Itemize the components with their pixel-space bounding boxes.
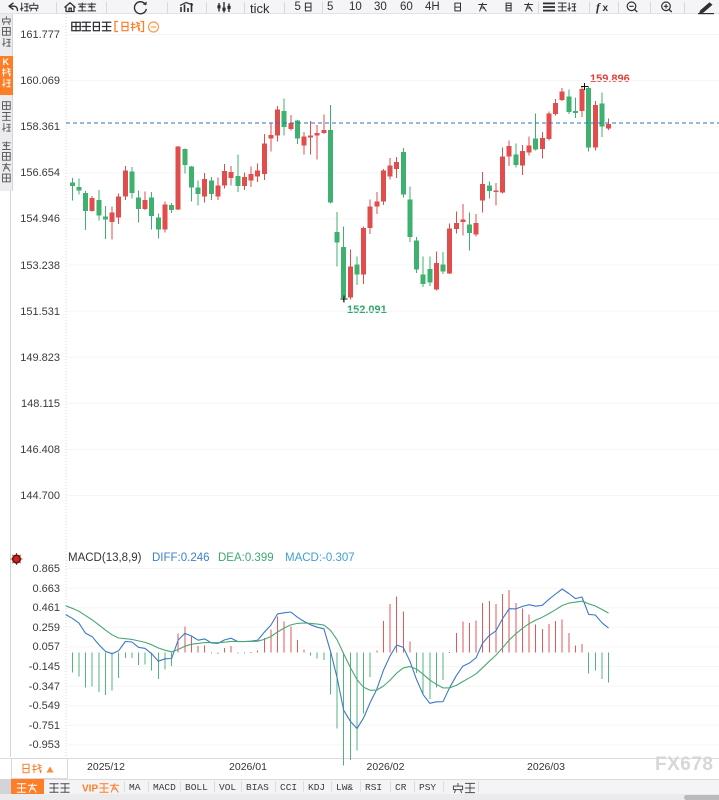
svg-text:x: x <box>603 3 609 14</box>
svg-text:VIP: VIP <box>82 784 98 795</box>
svg-text:f: f <box>596 0 601 14</box>
